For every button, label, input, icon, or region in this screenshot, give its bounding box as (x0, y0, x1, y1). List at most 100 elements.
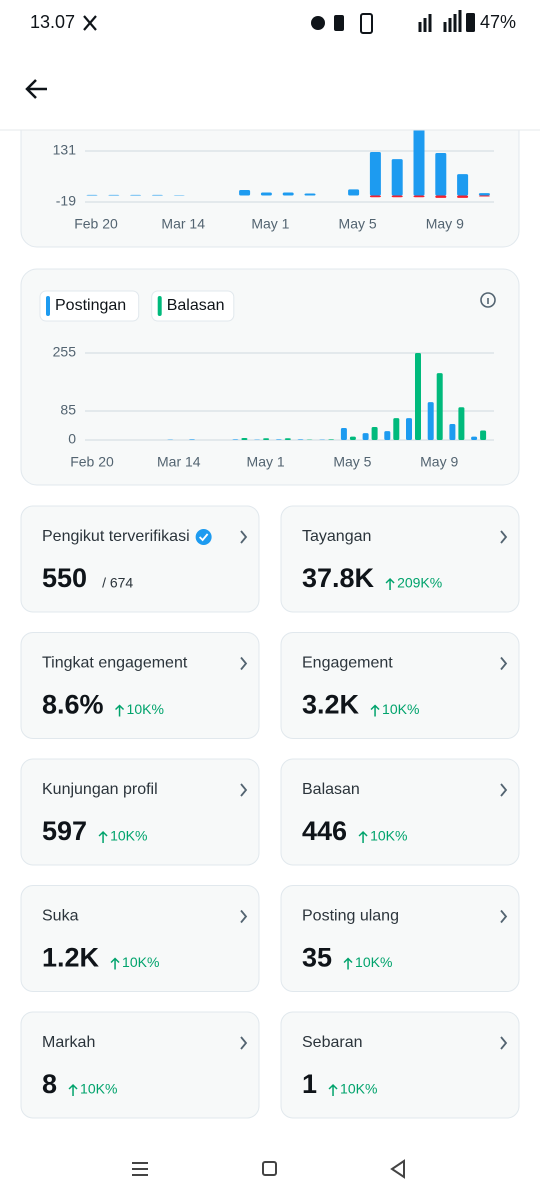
bar (458, 407, 465, 440)
stat-card[interactable] (20, 632, 260, 739)
y-tick-label: 131 (53, 142, 77, 158)
bar (391, 195, 403, 198)
stat-value: 550 (42, 563, 87, 593)
bar (328, 439, 335, 440)
up-arrow (358, 830, 368, 843)
bar (413, 195, 425, 198)
x-tick-label: May 1 (247, 454, 285, 470)
stat-card[interactable] (280, 505, 520, 613)
y-tick-label: 255 (53, 344, 77, 360)
info-icon[interactable] (480, 292, 496, 308)
up-arrow (370, 704, 380, 717)
bar (435, 153, 447, 196)
stat-value: 1 (302, 1069, 317, 1099)
stat-title: Balasan (302, 781, 360, 798)
back-button[interactable] (25, 79, 47, 99)
stat-value: 35 (302, 943, 332, 973)
stat-value: 8 (42, 1069, 57, 1099)
bar (304, 193, 316, 196)
stat-card[interactable] (280, 885, 520, 992)
x-tick-label: Feb 20 (70, 454, 114, 470)
x-tick-label: May 9 (420, 454, 458, 470)
chevron (240, 656, 248, 671)
x-tick-label: May 1 (251, 216, 289, 232)
bar (369, 151, 381, 196)
stat-detail: / 674 (102, 575, 133, 591)
bar (263, 438, 270, 440)
chevron (500, 1036, 508, 1050)
verified-badge (195, 529, 212, 545)
x-tick-label: May 9 (426, 216, 464, 232)
stat-value: 1.2K (42, 943, 100, 973)
bar (284, 438, 291, 440)
stat-change: 10K% (370, 828, 407, 844)
stat-title: Sebaran (302, 1034, 363, 1051)
alarm-icon (311, 16, 325, 30)
bar (297, 439, 304, 440)
signal-icon (418, 10, 462, 32)
stat-title: Tingkat engagement (42, 655, 188, 672)
chevron (240, 1036, 248, 1050)
phone-icon (360, 13, 373, 34)
stat-change: 10K% (127, 701, 164, 717)
stat-value: 597 (42, 816, 87, 846)
chevron (240, 783, 248, 797)
chevron (500, 909, 508, 924)
bar (478, 193, 490, 196)
bar (457, 195, 469, 198)
stat-change: 209K% (397, 575, 442, 591)
stat-change: 10K% (122, 954, 159, 970)
stat-card[interactable] (20, 885, 260, 992)
verified-check (198, 533, 209, 542)
up-arrow (115, 704, 125, 717)
y-tick-label: 0 (68, 431, 76, 447)
bar (457, 174, 469, 196)
time: 13.07 (30, 12, 75, 32)
bar (130, 194, 142, 196)
bar (151, 194, 163, 196)
legend-item[interactable] (151, 290, 235, 322)
stat-card[interactable] (20, 505, 260, 613)
legend-swatch (157, 296, 162, 316)
battery-level: 47% (480, 12, 516, 32)
bar (260, 192, 272, 196)
stat-card[interactable] (20, 758, 260, 866)
stat-title: Markah (42, 1034, 95, 1051)
bar (239, 190, 251, 196)
back-nav[interactable] (390, 1159, 405, 1179)
bar (86, 194, 98, 196)
legend-item[interactable] (39, 290, 140, 322)
legend-label: Balasan (167, 297, 225, 314)
stat-card[interactable] (280, 1011, 520, 1119)
bar (478, 195, 490, 197)
stat-card[interactable] (20, 1011, 260, 1119)
bar (435, 195, 447, 198)
bar (108, 194, 120, 196)
x-tick-label: Mar 14 (161, 216, 205, 232)
stat-title: Tayangan (302, 528, 371, 545)
stat-value: 8.6% (42, 690, 104, 720)
legend-label: Postingan (55, 297, 126, 314)
bar (349, 436, 356, 440)
bar (241, 437, 248, 440)
bar (415, 353, 421, 440)
x-tick-label: May 5 (339, 216, 377, 232)
up-arrow (343, 957, 353, 970)
home-button[interactable] (262, 1161, 277, 1176)
x-logo (83, 15, 97, 31)
x-tick-label: May 5 (333, 454, 371, 470)
stat-card[interactable] (280, 758, 520, 866)
bar (471, 436, 478, 440)
up-arrow (328, 1083, 338, 1096)
stat-card[interactable] (280, 632, 520, 739)
up-arrow (110, 957, 120, 970)
top-bar: 13.07 47% (0, 0, 540, 131)
bar (275, 439, 282, 440)
recent-apps[interactable] (132, 1162, 148, 1176)
x-tick-label: Feb 20 (74, 216, 118, 232)
stat-title: Pengikut terverifikasi (42, 528, 190, 545)
y-tick-label: -19 (56, 193, 76, 209)
bar (371, 427, 378, 440)
